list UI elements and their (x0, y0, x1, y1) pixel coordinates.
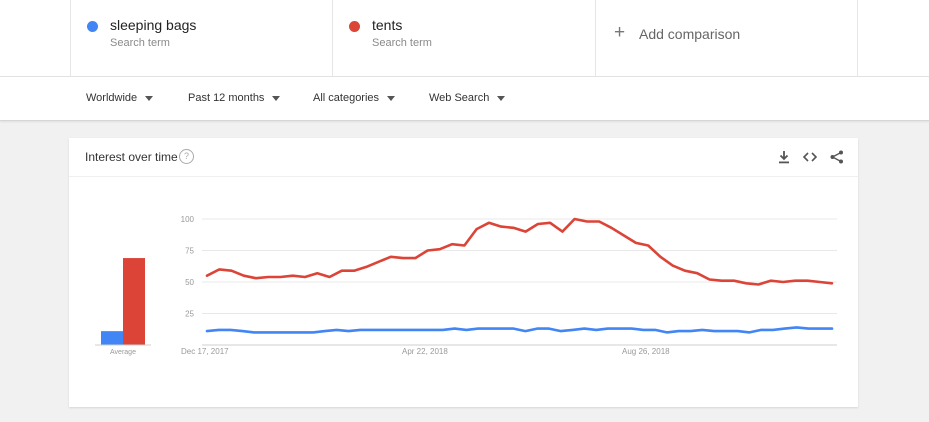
region-dropdown[interactable]: Worldwide (86, 92, 154, 104)
x-tick-label: Dec 17, 2017 (181, 347, 229, 356)
interest-over-time-card: Interest over time ? 25 50 75 100 Dec 17, 20… (69, 138, 858, 407)
category-dropdown[interactable]: All categories (313, 92, 396, 104)
search-term-name[interactable]: tents (372, 17, 403, 33)
y-tick-label: 25 (185, 310, 194, 319)
time-range-dropdown[interactable]: Past 12 months (188, 92, 281, 104)
series-line (205, 217, 834, 286)
x-tick-label: Apr 22, 2018 (402, 347, 448, 356)
add-comparison-button[interactable]: + Add comparison (595, 0, 858, 76)
card-header: Interest over time ? (69, 138, 858, 177)
series-line (205, 326, 834, 334)
average-label: Average (110, 349, 136, 356)
series-color-dot (349, 21, 360, 32)
series-color-dot (87, 21, 98, 32)
search-term-card-2[interactable]: tents Search term (332, 0, 595, 76)
category-dropdown-label: All categories (313, 92, 380, 104)
download-icon[interactable] (775, 148, 793, 166)
plus-icon: + (614, 22, 626, 43)
average-bar (123, 258, 145, 345)
average-bar (101, 331, 123, 345)
interest-over-time-chart: 25 50 75 100 Dec 17, 2017 Apr 22, 2018 Aug 26,… (95, 215, 837, 356)
search-term-subtitle: Search term (372, 37, 432, 49)
y-tick-label: 100 (181, 215, 195, 224)
caret-down-icon (145, 95, 154, 101)
caret-down-icon (272, 95, 281, 101)
embed-code-icon[interactable] (801, 148, 819, 166)
search-term-name[interactable]: sleeping bags (110, 17, 197, 33)
share-icon[interactable] (828, 148, 846, 166)
search-property-dropdown[interactable]: Web Search (429, 92, 506, 104)
y-tick-label: 50 (185, 278, 194, 287)
x-tick-label: Aug 26, 2018 (622, 347, 670, 356)
search-term-subtitle: Search term (110, 37, 170, 49)
search-term-card-1[interactable]: sleeping bags Search term (70, 0, 332, 76)
search-terms-bar: sleeping bags Search term tents Search t… (0, 0, 929, 77)
region-dropdown-label: Worldwide (86, 92, 138, 104)
caret-down-icon (497, 95, 506, 101)
search-property-dropdown-label: Web Search (429, 92, 490, 104)
filters-bar: Worldwide Past 12 months All categories … (0, 77, 929, 121)
caret-down-icon (387, 95, 396, 101)
add-comparison-label: Add comparison (639, 26, 741, 42)
time-range-dropdown-label: Past 12 months (188, 92, 265, 104)
card-title: Interest over time (85, 150, 178, 164)
y-tick-label: 75 (185, 247, 194, 256)
help-icon[interactable]: ? (179, 149, 194, 164)
